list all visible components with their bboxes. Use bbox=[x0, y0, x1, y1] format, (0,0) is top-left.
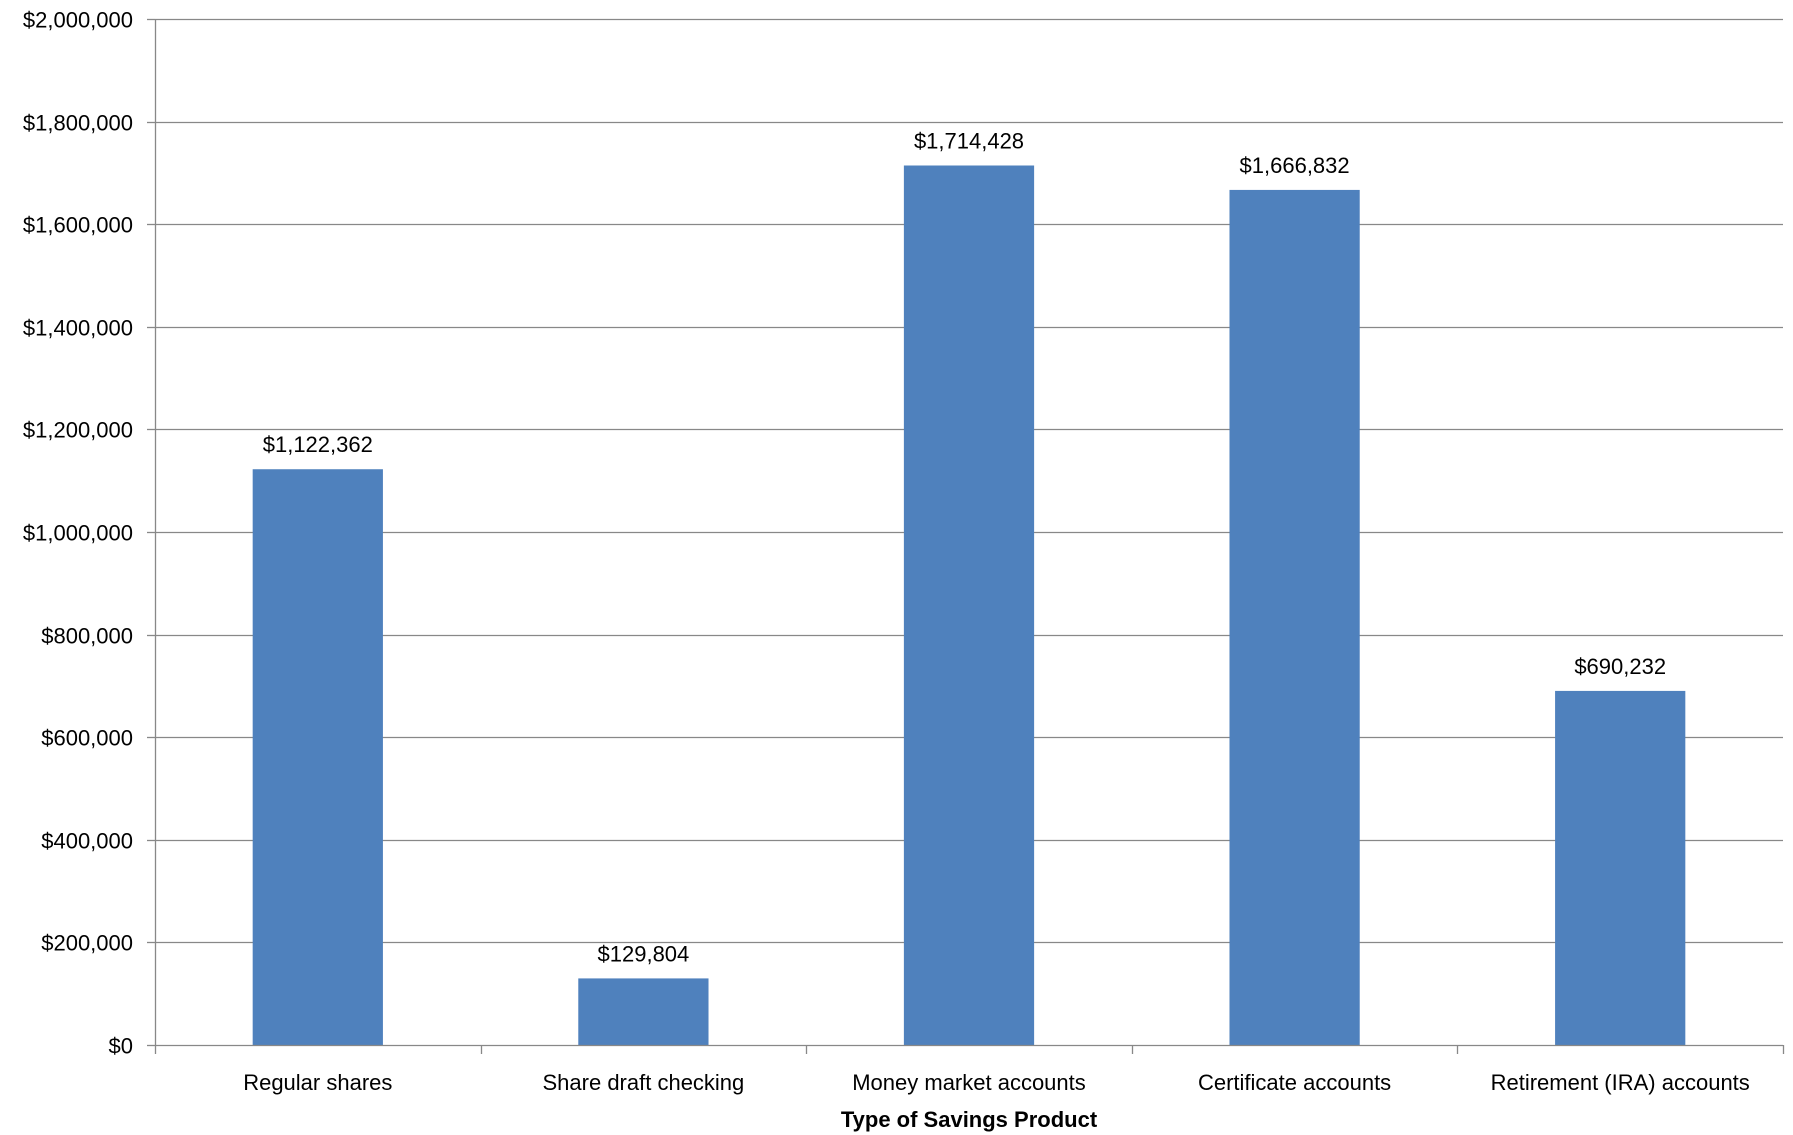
x-axis-tick-labels: Regular shares Share draft checking Money … bbox=[243, 1070, 1750, 1095]
x-category-label: Money market accounts bbox=[852, 1070, 1086, 1095]
x-axis-title: Type of Savings Product bbox=[841, 1107, 1098, 1132]
y-tick-label: $2,000,000 bbox=[23, 8, 133, 33]
x-category-label: Retirement (IRA) accounts bbox=[1491, 1070, 1750, 1095]
bar-value-label: $690,232 bbox=[1574, 654, 1666, 679]
bar-value-label: $1,122,362 bbox=[263, 432, 373, 457]
data-labels: $1,122,362 $129,804 $1,714,428 $1,666,832 $6… bbox=[263, 128, 1666, 966]
y-tick-label: $600,000 bbox=[41, 726, 133, 751]
bar bbox=[578, 978, 709, 1045]
x-category-label: Certificate accounts bbox=[1198, 1070, 1391, 1095]
bar-value-label: $129,804 bbox=[598, 941, 690, 966]
bar bbox=[903, 165, 1035, 1046]
y-tick-label: $400,000 bbox=[41, 829, 133, 854]
axes bbox=[147, 18, 1785, 1054]
bar bbox=[1555, 690, 1686, 1045]
y-tick-label: $1,000,000 bbox=[23, 521, 133, 546]
y-axis-tick-labels: $0 $200,000 $400,000 $600,000 $800,000 $1,000… bbox=[23, 8, 133, 1059]
bar bbox=[1229, 189, 1360, 1046]
y-tick-label: $1,200,000 bbox=[23, 418, 133, 443]
y-tick-label: $1,600,000 bbox=[23, 213, 133, 238]
y-tick-label: $800,000 bbox=[41, 624, 133, 649]
bar bbox=[252, 469, 383, 1046]
bar-value-label: $1,714,428 bbox=[914, 128, 1024, 153]
y-tick-label: $1,800,000 bbox=[23, 111, 133, 136]
y-tick-label: $200,000 bbox=[41, 931, 133, 956]
x-category-label: Regular shares bbox=[243, 1070, 392, 1095]
y-tick-label: $0 bbox=[109, 1034, 133, 1059]
y-tick-label: $1,400,000 bbox=[23, 316, 133, 341]
bars bbox=[252, 165, 1686, 1046]
x-category-label: Share draft checking bbox=[543, 1070, 745, 1095]
bar-value-label: $1,666,832 bbox=[1240, 153, 1350, 178]
